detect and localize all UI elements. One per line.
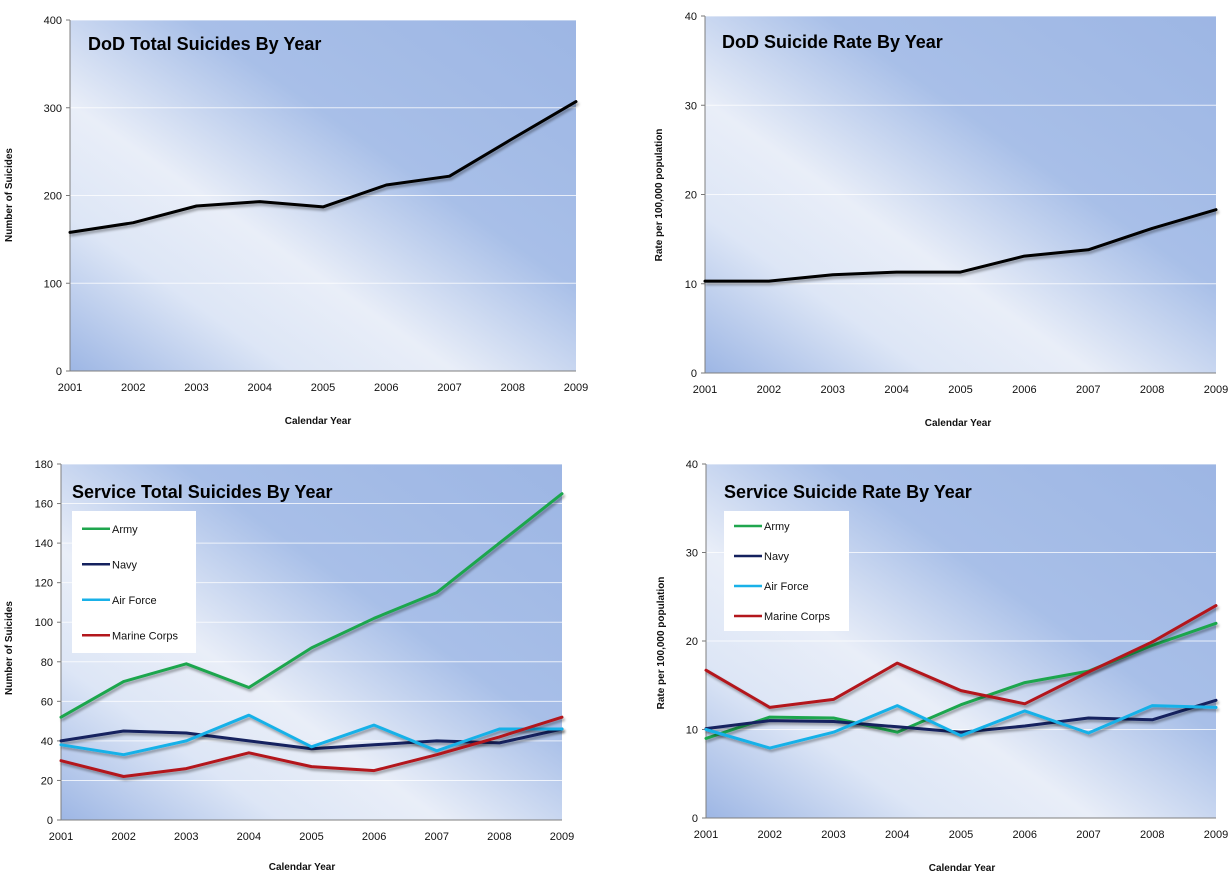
y-tick-label: 180 <box>35 459 53 471</box>
legend-label: Army <box>764 521 790 533</box>
x-tick-label: 2006 <box>1013 829 1037 841</box>
x-tick-label: 2008 <box>487 831 511 843</box>
chart-title: DoD Suicide Rate By Year <box>722 32 943 52</box>
y-tick-label: 0 <box>692 813 698 825</box>
legend-label: Army <box>112 524 138 536</box>
legend-label: Air Force <box>764 581 809 593</box>
series-line-army <box>59 492 564 719</box>
x-tick-label: 2002 <box>111 831 135 843</box>
x-tick-label: 2006 <box>374 382 398 394</box>
x-tick-label: 2003 <box>174 831 198 843</box>
legend-label: Navy <box>764 551 790 563</box>
chart-title: Service Total Suicides By Year <box>72 482 332 502</box>
x-axis-title: Calendar Year <box>925 418 992 429</box>
y-tick-label: 120 <box>35 578 53 590</box>
legend: Army Navy Air Force Marine Corps <box>72 511 196 653</box>
y-axis-title: Rate per 100,000 population <box>654 129 665 262</box>
y-axis-title: Rate per 100,000 population <box>656 577 667 710</box>
y-tick-label: 100 <box>44 278 62 290</box>
y-tick-label: 60 <box>41 696 53 708</box>
y-tick-label: 30 <box>685 100 697 112</box>
x-tick-label: 2008 <box>1140 829 1164 841</box>
y-tick-label: 10 <box>686 725 698 737</box>
x-tick-label: 2005 <box>948 384 972 396</box>
x-tick-label: 2008 <box>1140 384 1164 396</box>
y-tick-label: 20 <box>41 775 53 787</box>
series-line-marine-corps <box>59 715 564 778</box>
series-line-marine-corps <box>704 604 1218 709</box>
chart-dod-total-suicides: 0 100 200 300 400 2001 2002 2003 2004 2005 2006 200… <box>4 15 588 427</box>
x-tick-label: 2004 <box>884 384 908 396</box>
series-line-army <box>704 621 1218 740</box>
x-tick-label: 2007 <box>1076 384 1100 396</box>
y-tick-label: 0 <box>691 368 697 380</box>
y-tick-label: 20 <box>685 190 697 202</box>
x-axis-title: Calendar Year <box>269 862 336 873</box>
legend: Army Navy Air Force Marine Corps <box>724 511 849 631</box>
x-tick-label: 2009 <box>564 382 588 394</box>
x-axis-title: Calendar Year <box>929 863 996 874</box>
x-tick-label: 2009 <box>1204 829 1228 841</box>
x-tick-label: 2005 <box>299 831 323 843</box>
legend-box <box>724 511 849 631</box>
y-tick-label: 0 <box>56 366 62 378</box>
x-tick-label: 2002 <box>121 382 145 394</box>
y-tick-label: 30 <box>686 548 698 560</box>
x-tick-label: 2009 <box>550 831 574 843</box>
legend-label: Air Force <box>112 595 157 607</box>
y-tick-label: 10 <box>685 279 697 291</box>
y-tick-label: 160 <box>35 499 53 511</box>
x-tick-label: 2007 <box>425 831 449 843</box>
series-line-navy <box>704 698 1218 734</box>
y-axis-title: Number of Suicides <box>4 148 15 242</box>
x-tick-label: 2002 <box>758 829 782 841</box>
x-tick-label: 2009 <box>1204 384 1228 396</box>
x-tick-label: 2007 <box>437 382 461 394</box>
chart-service-suicide-rate: 0 10 20 30 40 2001 2002 2003 2004 2005 2006 2007 200… <box>656 459 1228 874</box>
y-tick-label: 140 <box>35 538 53 550</box>
legend-label: Marine Corps <box>764 611 831 623</box>
x-tick-label: 2001 <box>694 829 718 841</box>
y-tick-label: 80 <box>41 657 53 669</box>
x-tick-label: 2004 <box>885 829 909 841</box>
y-axis-title: Number of Suicides <box>4 601 15 695</box>
series-line-air-force <box>59 713 564 757</box>
chart-title: Service Suicide Rate By Year <box>724 482 972 502</box>
series-line <box>703 208 1218 283</box>
y-tick-label: 40 <box>685 11 697 23</box>
y-tick-label: 40 <box>41 736 53 748</box>
y-tick-label: 300 <box>44 103 62 115</box>
x-tick-label: 2001 <box>693 384 717 396</box>
x-axis-title: Calendar Year <box>285 416 352 427</box>
y-tick-label: 40 <box>686 459 698 471</box>
x-tick-label: 2003 <box>821 384 845 396</box>
x-tick-label: 2006 <box>362 831 386 843</box>
y-tick-label: 20 <box>686 636 698 648</box>
x-tick-label: 2001 <box>58 382 82 394</box>
series-line <box>68 100 578 234</box>
legend-box <box>72 511 196 653</box>
x-tick-label: 2004 <box>237 831 261 843</box>
x-tick-label: 2002 <box>757 384 781 396</box>
legend-label: Navy <box>112 559 138 571</box>
x-tick-label: 2005 <box>949 829 973 841</box>
x-tick-label: 2007 <box>1076 829 1100 841</box>
y-tick-label: 0 <box>47 815 53 827</box>
x-tick-label: 2005 <box>311 382 335 394</box>
x-tick-label: 2001 <box>49 831 73 843</box>
x-tick-label: 2008 <box>501 382 525 394</box>
x-tick-label: 2006 <box>1012 384 1036 396</box>
x-tick-label: 2004 <box>248 382 272 394</box>
chart-service-total-suicides: 0 20 40 60 80 100 120 140 160 180 2001 2002 2003 2004… <box>4 459 574 873</box>
chart-title: DoD Total Suicides By Year <box>88 34 321 54</box>
series-line-air-force <box>704 704 1218 750</box>
x-tick-label: 2003 <box>821 829 845 841</box>
chart-dod-suicide-rate: 0 10 20 30 40 2001 2002 2003 2004 2005 2006 2007 200… <box>654 11 1228 429</box>
y-tick-label: 200 <box>44 191 62 203</box>
y-tick-label: 100 <box>35 617 53 629</box>
x-tick-label: 2003 <box>184 382 208 394</box>
legend-label: Marine Corps <box>112 630 179 642</box>
y-tick-label: 400 <box>44 15 62 27</box>
